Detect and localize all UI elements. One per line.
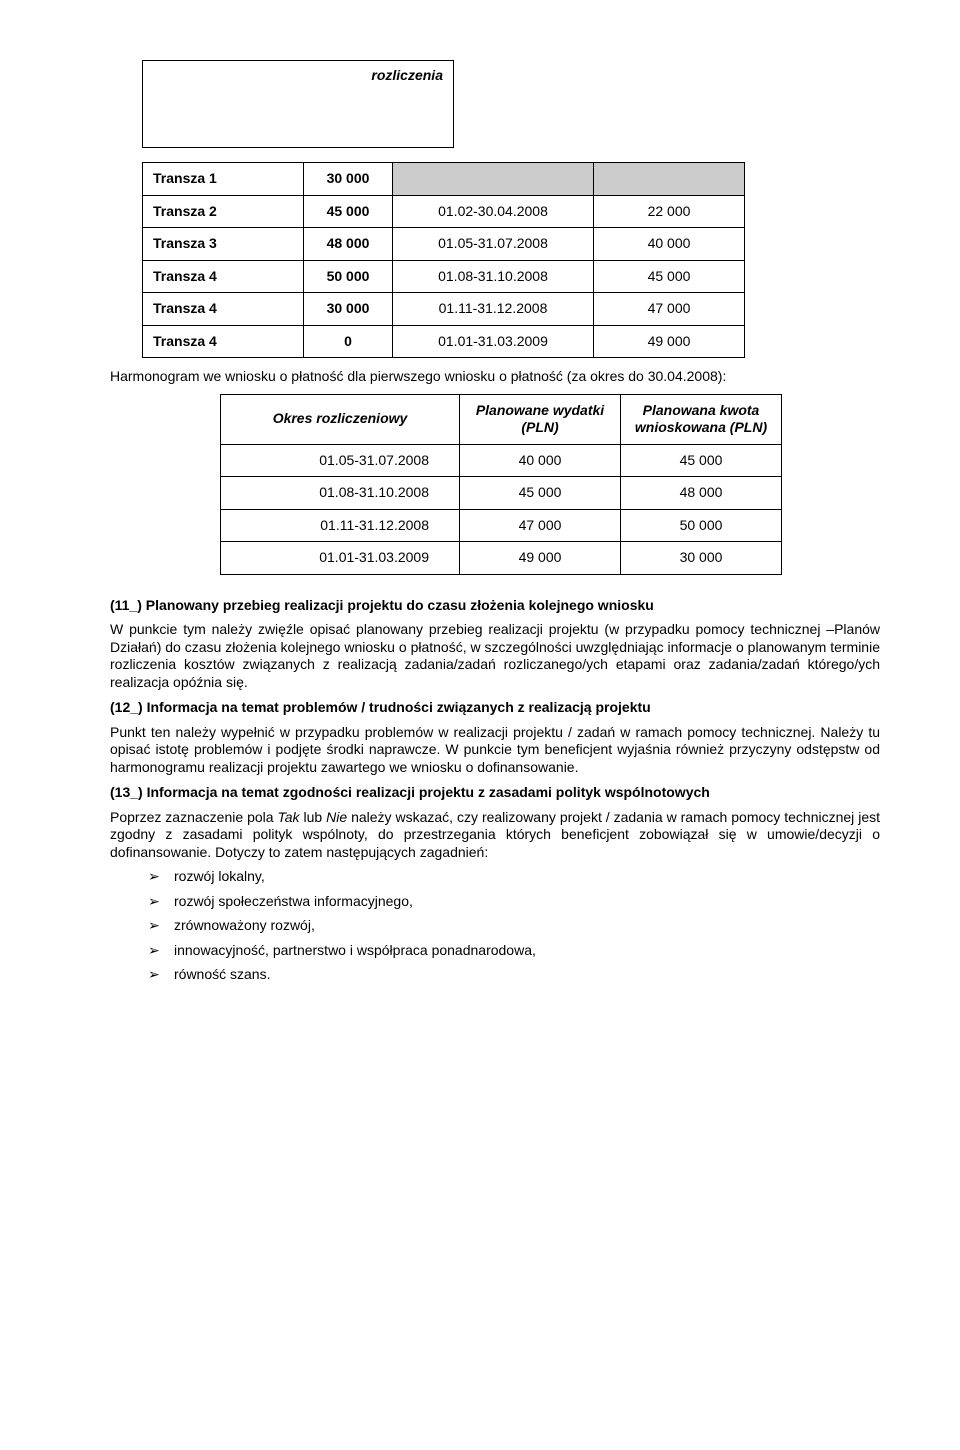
table-cell: 30 000	[304, 293, 393, 326]
table-cell: 50 000	[304, 260, 393, 293]
table-cell: 01.05-31.07.2008	[221, 444, 460, 477]
harmonogram-table: Okres rozliczeniowy Planowane wydatki (P…	[220, 394, 782, 575]
table-row: Transza 4001.01-31.03.200949 000	[143, 325, 745, 358]
s13-nie: Nie	[326, 809, 347, 825]
table-cell: 22 000	[594, 195, 745, 228]
section-11-title: (11_) Planowany przebieg realizacji proj…	[110, 597, 880, 615]
section-12-body: Punkt ten należy wypełnić w przypadku pr…	[110, 724, 880, 777]
table-cell: Transza 4	[143, 293, 304, 326]
section-13-title: (13_) Informacja na temat zgodności real…	[110, 784, 880, 802]
table-row: Transza 430 00001.11-31.12.200847 000	[143, 293, 745, 326]
table-cell: 01.01-31.03.2009	[393, 325, 594, 358]
table-cell: 45 000	[594, 260, 745, 293]
table-cell: 49 000	[594, 325, 745, 358]
s13-part-a: Poprzez zaznaczenie pola	[110, 809, 277, 825]
tranches-table: Transza 130 000Transza 245 00001.02-30.0…	[142, 162, 745, 358]
table-cell: 30 000	[304, 163, 393, 196]
table-cell: 47 000	[594, 293, 745, 326]
table-cell: 40 000	[460, 444, 621, 477]
table-cell: 01.08-31.10.2008	[221, 477, 460, 510]
table-row: 01.01-31.03.200949 00030 000	[221, 542, 782, 575]
table-cell: 48 000	[621, 477, 782, 510]
table-row: Transza 130 000	[143, 163, 745, 196]
table-cell	[594, 163, 745, 196]
table-cell: 45 000	[304, 195, 393, 228]
list-item: równość szans.	[148, 966, 880, 984]
s13-part-b: lub	[300, 809, 327, 825]
top-cell-text: rozliczenia	[303, 61, 454, 148]
table-row: Transza 245 00001.02-30.04.200822 000	[143, 195, 745, 228]
list-item: innowacyjność, partnerstwo i współpraca …	[148, 942, 880, 960]
list-item: rozwój społeczeństwa informacyjnego,	[148, 893, 880, 911]
table-cell: 01.05-31.07.2008	[393, 228, 594, 261]
table-cell: Transza 4	[143, 260, 304, 293]
table-cell: 0	[304, 325, 393, 358]
table-cell: 49 000	[460, 542, 621, 575]
bullets-list: rozwój lokalny, rozwój społeczeństwa info…	[110, 868, 880, 984]
table-row: Transza 348 00001.05-31.07.200840 000	[143, 228, 745, 261]
table-cell: 40 000	[594, 228, 745, 261]
section-11-body: W punkcie tym należy zwięźle opisać plan…	[110, 621, 880, 691]
table-cell: 01.11-31.12.2008	[221, 509, 460, 542]
table-cell: 30 000	[621, 542, 782, 575]
col-planowane-wydatki: Planowane wydatki (PLN)	[460, 394, 621, 444]
table-cell: 50 000	[621, 509, 782, 542]
table-row: 01.11-31.12.200847 00050 000	[221, 509, 782, 542]
col-planowana-kwota: Planowana kwota wnioskowana (PLN)	[621, 394, 782, 444]
table-cell: Transza 4	[143, 325, 304, 358]
caption-harmonogram: Harmonogram we wniosku o płatność dla pi…	[110, 368, 880, 386]
table-cell: 01.11-31.12.2008	[393, 293, 594, 326]
table-cell: 01.01-31.03.2009	[221, 542, 460, 575]
section-13-body: Poprzez zaznaczenie pola Tak lub Nie nal…	[110, 809, 880, 862]
table-cell: 45 000	[460, 477, 621, 510]
table-row: 01.08-31.10.200845 00048 000	[221, 477, 782, 510]
col-okres: Okres rozliczeniowy	[221, 394, 460, 444]
table-row: Transza 450 00001.08-31.10.200845 000	[143, 260, 745, 293]
table-cell: Transza 2	[143, 195, 304, 228]
table-cell: 45 000	[621, 444, 782, 477]
list-item: rozwój lokalny,	[148, 868, 880, 886]
table-cell: 01.02-30.04.2008	[393, 195, 594, 228]
table-cell: 47 000	[460, 509, 621, 542]
list-item: zrównoważony rozwój,	[148, 917, 880, 935]
table-row: 01.05-31.07.200840 00045 000	[221, 444, 782, 477]
table-cell	[393, 163, 594, 196]
table-cell: Transza 1	[143, 163, 304, 196]
section-12-title: (12_) Informacja na temat problemów / tr…	[110, 699, 880, 717]
table-cell: Transza 3	[143, 228, 304, 261]
s13-tak: Tak	[277, 809, 299, 825]
table-cell: 48 000	[304, 228, 393, 261]
table-cell: 01.08-31.10.2008	[393, 260, 594, 293]
top-fragment-cell: rozliczenia	[142, 60, 454, 148]
